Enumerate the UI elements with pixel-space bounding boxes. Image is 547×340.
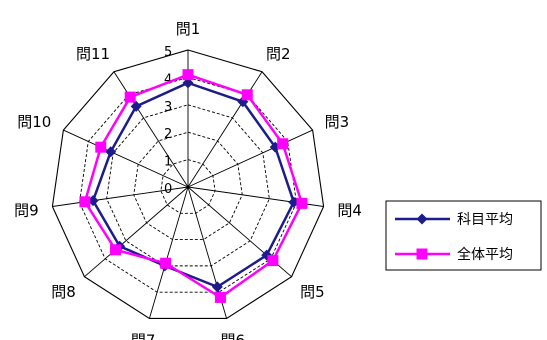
category-label-8: 問8 (51, 283, 76, 301)
category-label-7: 問7 (131, 332, 156, 340)
category-label-9: 問9 (14, 202, 39, 220)
category-labels: 問1 問2 問3 問4 問5 問6 問7 問8 問9 問10 問11 (14, 20, 362, 340)
grid-ring-5 (51, 49, 325, 320)
data-point-1-6 (211, 281, 223, 293)
series-line-2 (83, 73, 304, 299)
data-point-2-2 (241, 89, 253, 101)
spoke-11 (113, 71, 189, 188)
spoke-3 (187, 129, 313, 188)
data-point-1-5 (261, 249, 273, 261)
spoke-9 (52, 186, 189, 207)
category-label-5: 問5 (300, 283, 325, 301)
radar-grid (51, 49, 325, 320)
category-label-11: 問11 (76, 45, 110, 63)
category-label-4: 問4 (337, 202, 362, 220)
legend-item-1: 科目平均 (395, 212, 513, 228)
tick-label-0: 0 (164, 182, 172, 197)
tick-label-2: 2 (164, 127, 172, 142)
data-point-2-7 (160, 257, 172, 269)
category-label-1: 問1 (176, 20, 201, 38)
tick-label-5: 5 (164, 45, 172, 60)
legend-label-1: 科目平均 (457, 212, 513, 228)
radial-tick-labels: 0 1 2 3 4 5 (164, 45, 172, 197)
data-point-2-6 (214, 291, 226, 303)
data-point-2-11 (124, 91, 136, 103)
data-point-2-9 (79, 196, 91, 208)
spoke-8 (84, 186, 189, 278)
category-label-6: 問6 (221, 332, 246, 340)
category-label-2: 問2 (266, 45, 291, 63)
grid-ring-2 (133, 131, 243, 241)
series-2 (79, 69, 308, 303)
data-point-2-3 (277, 138, 289, 150)
legend-box (385, 200, 542, 271)
grid-ring-1 (160, 159, 216, 214)
legend-marker-2 (416, 248, 428, 260)
data-point-2-8 (110, 244, 122, 256)
data-point-2-5 (267, 255, 279, 267)
tick-label-1: 1 (164, 155, 172, 170)
data-point-2-4 (296, 197, 308, 209)
data-point-2-10 (95, 141, 107, 153)
data-point-1-11 (130, 100, 142, 112)
series-layer (79, 69, 308, 303)
tick-label-3: 3 (164, 100, 172, 115)
grid-ring-4 (79, 76, 297, 293)
category-label-10: 問10 (17, 113, 51, 131)
series-line-1 (91, 81, 296, 289)
tick-label-4: 4 (164, 72, 172, 87)
data-point-2-1 (182, 69, 194, 81)
spoke-7 (148, 186, 189, 319)
legend-marker-1 (416, 213, 428, 225)
data-point-1-10 (105, 146, 117, 158)
legend-item-2: 全体平均 (395, 246, 513, 263)
category-label-3: 問3 (325, 113, 350, 131)
legend-label-2: 全体平均 (457, 246, 513, 263)
spoke-10 (63, 129, 189, 188)
